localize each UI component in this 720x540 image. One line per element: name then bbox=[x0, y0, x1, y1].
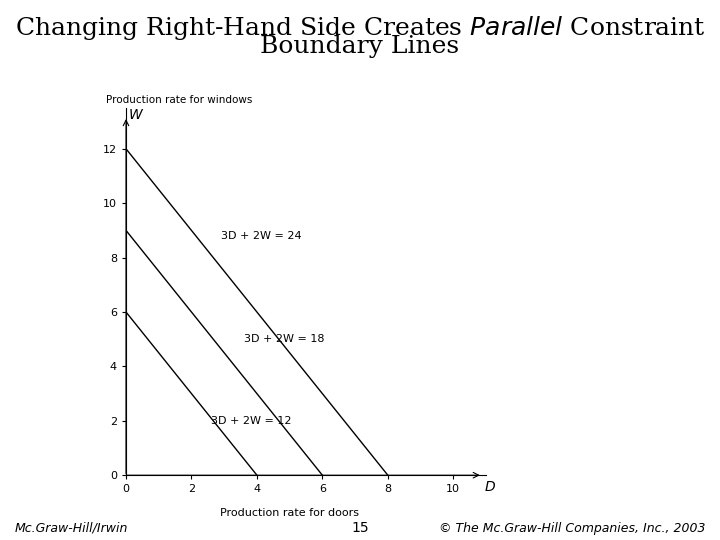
Text: D: D bbox=[485, 481, 495, 495]
Text: Boundary Lines: Boundary Lines bbox=[261, 35, 459, 58]
Text: 3D + 2W = 18: 3D + 2W = 18 bbox=[244, 334, 324, 344]
Text: Changing Right-Hand Side Creates $\mathit{Parallel}$ Constraint: Changing Right-Hand Side Creates $\mathi… bbox=[14, 14, 706, 42]
Text: 3D + 2W = 24: 3D + 2W = 24 bbox=[221, 231, 302, 241]
Text: Mc.Graw-Hill/Irwin: Mc.Graw-Hill/Irwin bbox=[14, 522, 127, 535]
Text: 15: 15 bbox=[351, 521, 369, 535]
Text: W: W bbox=[128, 107, 142, 122]
Text: Production rate for windows: Production rate for windows bbox=[107, 95, 253, 105]
Text: Production rate for doors: Production rate for doors bbox=[220, 508, 359, 518]
Text: 3D + 2W = 12: 3D + 2W = 12 bbox=[211, 416, 292, 426]
Text: © The Mc.Graw-Hill Companies, Inc., 2003: © The Mc.Graw-Hill Companies, Inc., 2003 bbox=[439, 522, 706, 535]
